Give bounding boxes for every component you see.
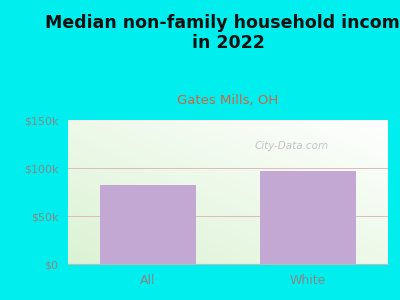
- Text: City-Data.com: City-Data.com: [255, 141, 329, 151]
- Bar: [260, 171, 356, 264]
- Text: Median non-family household income
in 2022: Median non-family household income in 20…: [45, 14, 400, 52]
- Text: Gates Mills, OH: Gates Mills, OH: [177, 94, 279, 107]
- Bar: [100, 185, 196, 264]
